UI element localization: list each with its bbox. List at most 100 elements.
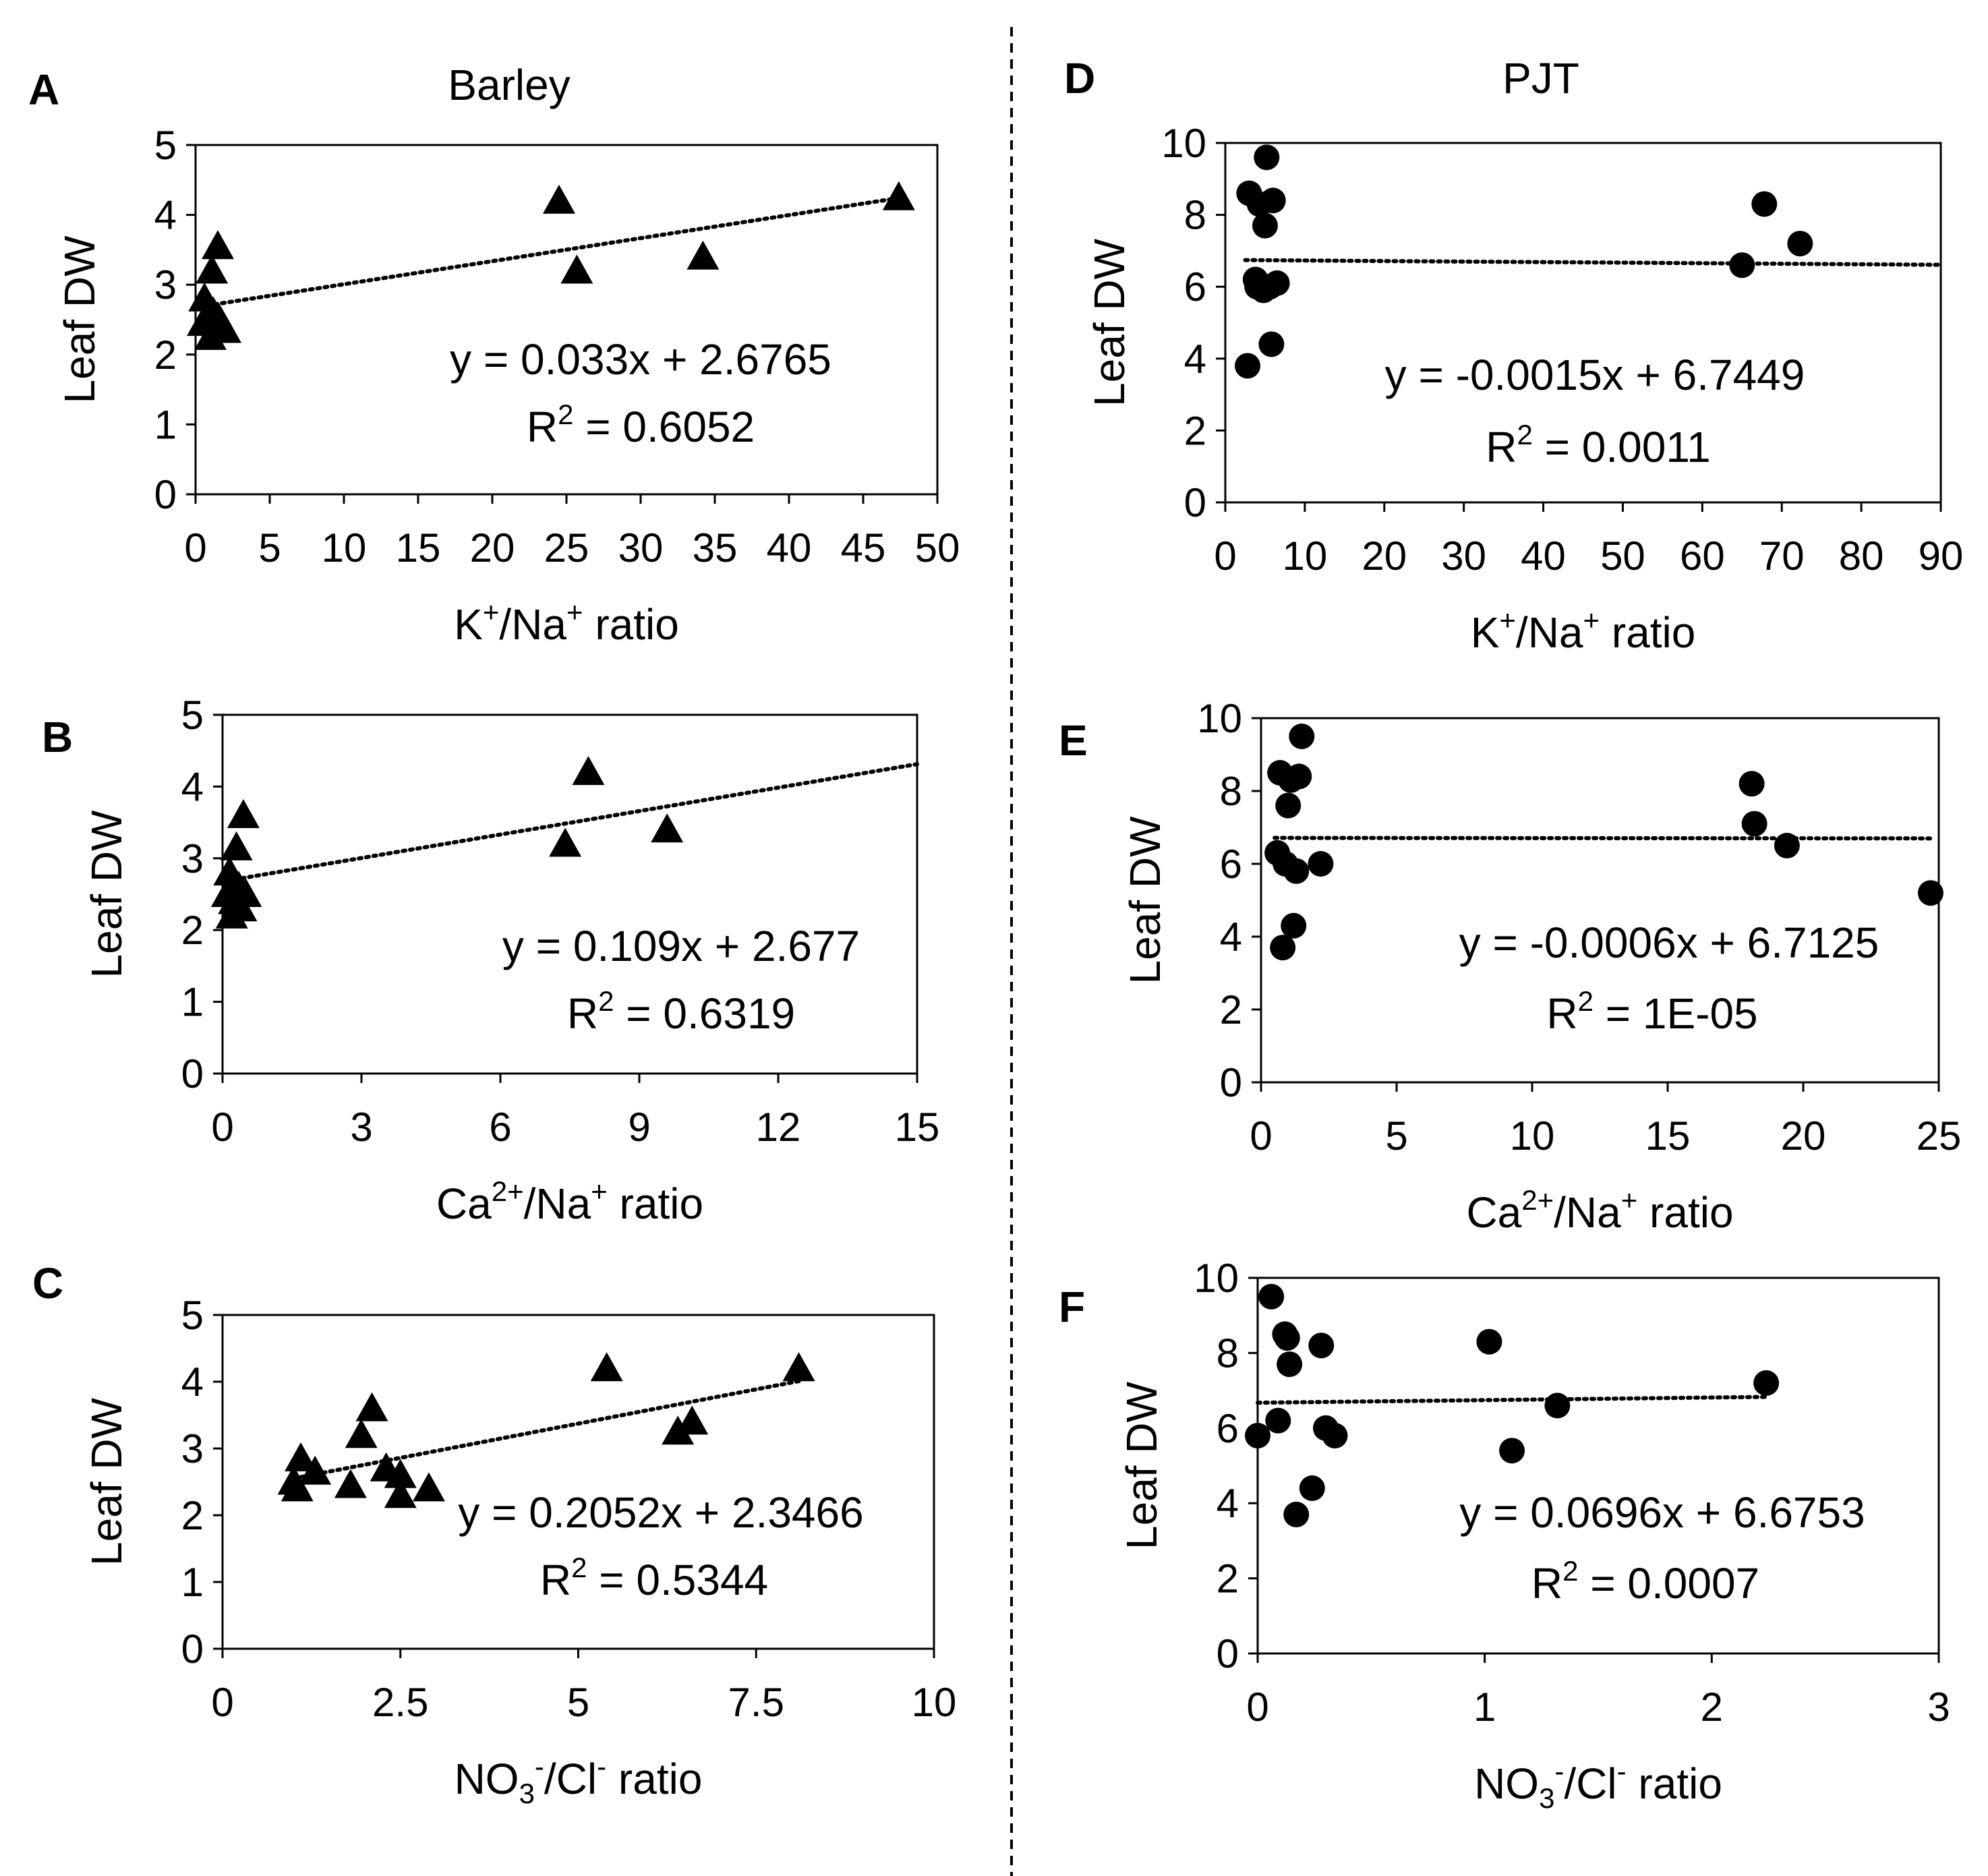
r-squared-superscript: 2 [558, 399, 573, 430]
trend-line [1243, 258, 1943, 267]
data-point-triangle [220, 831, 253, 860]
x-tick-label: 0 [211, 1680, 233, 1725]
r-squared-superscript: 2 [1517, 419, 1532, 450]
data-point-circle [1322, 1422, 1348, 1448]
y-tick-label: 4 [181, 764, 204, 809]
column-title-right: PJT [1502, 54, 1579, 102]
data-point-circle [1258, 331, 1285, 357]
data-point-circle [1270, 935, 1296, 961]
y-tick-label: 4 [1220, 914, 1242, 960]
r-squared: R2 = 0.6319 [567, 985, 795, 1038]
x-tick-label: 45 [841, 525, 886, 570]
y-axis-label: Leaf DW [55, 235, 104, 404]
data-point-circle [1751, 191, 1778, 217]
x-tick-label: 1 [1473, 1684, 1496, 1730]
y-tick-label: 4 [1217, 1481, 1239, 1526]
panel-label: A [28, 65, 59, 114]
x-label-part: ratio [1637, 1188, 1733, 1237]
r-squared-superscript: 2 [1562, 1555, 1578, 1587]
x-label-part: /Na [524, 1179, 591, 1228]
plot-frame [1256, 1277, 1940, 1655]
data-point-circle [1308, 1332, 1335, 1359]
data-point-triangle [572, 756, 605, 786]
data-point-circle [1235, 353, 1261, 379]
data-point-triangle [651, 813, 684, 843]
x-tick-label: 2 [1701, 1684, 1723, 1730]
data-point-circle [1476, 1328, 1502, 1355]
data-point-triangle [543, 184, 575, 214]
x-tick-label: 0 [184, 525, 206, 570]
r-squared: R2 = 0.0011 [1486, 419, 1711, 471]
x-label-superscript: + [1499, 604, 1516, 636]
data-point-circle [1753, 1370, 1780, 1396]
data-point-circle [1787, 231, 1813, 257]
data-point-triangle [345, 1419, 378, 1448]
x-label-part: NO [455, 1755, 519, 1803]
x-label-part: ratio [583, 600, 679, 649]
regression-equation: y = 0.033x + 2.6765 [450, 335, 831, 384]
trend-line [1273, 836, 1933, 841]
x-label-subscript: 3 [1539, 1782, 1554, 1814]
x-tick-label: 0 [211, 1105, 233, 1150]
data-point-triangle [384, 1459, 417, 1488]
r-squared-symbol: R [1486, 423, 1517, 471]
x-label-part: ratio [1600, 608, 1695, 657]
x-label-part: /Cl [1564, 1759, 1616, 1808]
x-tick-label: 10 [1510, 1113, 1555, 1159]
r-squared-value: = 1E-05 [1594, 989, 1758, 1038]
regression-equation: y = 0.0696x + 6.6753 [1459, 1488, 1865, 1537]
data-point-triangle [590, 1352, 623, 1382]
data-point-circle [1544, 1393, 1571, 1419]
y-tick-label: 6 [1217, 1406, 1239, 1451]
x-label-superscript: + [1583, 604, 1600, 636]
y-axis-label: Leaf DW [1117, 1381, 1166, 1550]
data-point-triangle [299, 1455, 332, 1485]
x-tick-label: 20 [1781, 1113, 1826, 1159]
y-tick-label: 2 [154, 332, 177, 378]
data-point-circle [1281, 912, 1307, 939]
y-tick-label: 10 [1161, 121, 1206, 166]
panel-label: E [1059, 716, 1088, 765]
y-tick-label: 2 [1184, 408, 1206, 453]
x-tick-label: 35 [693, 525, 738, 570]
r-squared: R2 = 1E-05 [1546, 985, 1757, 1038]
x-tick-label: 7.5 [728, 1680, 784, 1725]
x-tick-label: 15 [1645, 1113, 1691, 1159]
x-tick-label: 80 [1839, 533, 1884, 579]
x-tick-label: 9 [628, 1105, 650, 1150]
x-tick-label: 40 [1521, 533, 1566, 579]
r-squared-superscript: 2 [598, 985, 614, 1017]
y-tick-label: 3 [181, 836, 204, 881]
x-tick-label: 0 [1250, 1113, 1272, 1159]
x-axis-label: NO3-/Cl- ratio [455, 1751, 703, 1809]
data-point-circle [1729, 252, 1755, 279]
x-label-superscript: 2+ [1521, 1184, 1554, 1216]
x-label-part: ratio [606, 1755, 702, 1803]
data-point-triangle [281, 1472, 314, 1502]
y-tick-label: 5 [154, 123, 177, 168]
x-tick-label: 25 [1917, 1113, 1962, 1159]
x-tick-label: 20 [1362, 533, 1407, 579]
y-tick-label: 6 [1220, 842, 1242, 887]
x-tick-label: 5 [258, 525, 281, 570]
x-tick-label: 50 [915, 525, 960, 570]
y-tick-label: 8 [1220, 769, 1242, 814]
y-tick-label: 0 [181, 1051, 204, 1096]
x-tick-label: 15 [895, 1105, 940, 1150]
r-squared-value: = 0.5344 [587, 1556, 768, 1604]
data-point-circle [1264, 270, 1290, 296]
r-squared: R2 = 0.5344 [540, 1552, 768, 1604]
regression-equation: y = 0.109x + 2.677 [502, 922, 860, 970]
data-point-circle [1283, 858, 1310, 884]
r-squared: R2 = 0.6052 [527, 399, 755, 451]
x-tick-label: 0 [1246, 1684, 1268, 1730]
x-tick-label: 2.5 [372, 1680, 428, 1725]
trend-line [198, 196, 902, 309]
x-label-part: ratio [1627, 1759, 1722, 1808]
data-point-triangle [782, 1352, 815, 1382]
column-title-left: Barley [448, 61, 570, 109]
